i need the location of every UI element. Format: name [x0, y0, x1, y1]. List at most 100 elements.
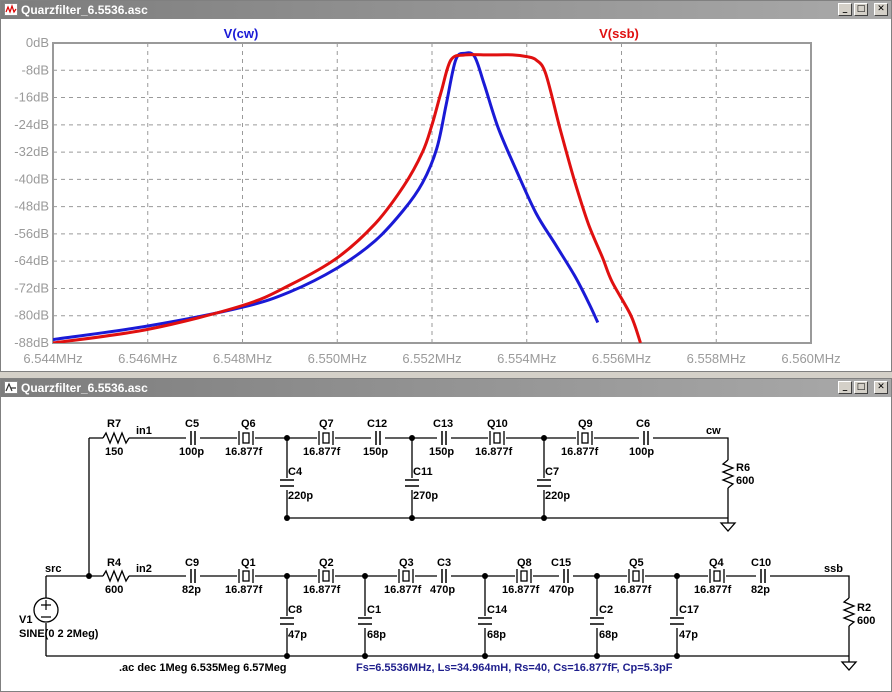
x-tick-label: 6.556MHz — [592, 351, 651, 366]
bode-plot[interactable]: 0dB -8dB -16dB -24dB -32dB -40dB -48dB -56dB -64… — [1, 20, 891, 372]
y-tick-label: -32dB — [14, 144, 49, 159]
close-button[interactable]: ✕ — [874, 381, 888, 394]
ref-c10[interactable]: C10 — [751, 557, 771, 569]
y-tick-label: -80dB — [14, 308, 49, 323]
legend-ssb[interactable]: V(ssb) — [599, 26, 639, 41]
val-r4[interactable]: 600 — [105, 584, 123, 596]
schematic-titlebar[interactable]: Quarzfilter_6.5536.asc _ □ ✕ — [1, 379, 891, 397]
ref-q8[interactable]: Q8 — [517, 557, 532, 569]
val-q3[interactable]: 16.877f — [384, 584, 422, 596]
ref-c1[interactable]: C1 — [367, 604, 381, 616]
val-c8[interactable]: 47p — [288, 629, 307, 641]
val-c2[interactable]: 68p — [599, 629, 618, 641]
schematic-app-icon — [4, 381, 18, 394]
y-axis: 0dB -8dB -16dB -24dB -32dB -40dB -48dB -56dB -64… — [14, 35, 49, 350]
val-c5[interactable]: 100p — [179, 446, 204, 458]
ref-q2[interactable]: Q2 — [319, 557, 334, 569]
crystal-parameters-comment[interactable]: Fs=6.5536MHz, Ls=34.964mH, Rs=40, Cs=16.… — [356, 662, 673, 674]
val-v1[interactable]: SINE(0 2 2Meg) — [19, 628, 99, 640]
y-tick-label: -40dB — [14, 171, 49, 186]
ref-c5[interactable]: C5 — [185, 418, 199, 430]
close-button[interactable]: ✕ — [874, 3, 888, 16]
y-tick-label: 0dB — [26, 35, 49, 50]
ref-r7[interactable]: R7 — [107, 418, 121, 430]
ref-q4[interactable]: Q4 — [709, 557, 725, 569]
val-q5[interactable]: 16.877f — [614, 584, 652, 596]
x-axis: 6.544MHz 6.546MHz 6.548MHz 6.550MHz 6.552MHz… — [23, 351, 840, 366]
junction-dots — [86, 435, 680, 659]
ref-c3[interactable]: C3 — [437, 557, 451, 569]
plot-titlebar[interactable]: Quarzfilter_6.5536.asc _ □ ✕ — [1, 1, 891, 19]
ref-c13[interactable]: C13 — [433, 418, 453, 430]
ref-c11[interactable]: C11 — [413, 466, 433, 478]
ref-c9[interactable]: C9 — [185, 557, 199, 569]
val-c17[interactable]: 47p — [679, 629, 698, 641]
val-c14[interactable]: 68p — [487, 629, 506, 641]
ref-q7[interactable]: Q7 — [319, 418, 334, 430]
ref-q10[interactable]: Q10 — [487, 418, 508, 430]
y-tick-label: -24dB — [14, 117, 49, 132]
val-c1[interactable]: 68p — [367, 629, 386, 641]
schematic-canvas[interactable]: in1 cw src in2 ssb R7 150 C5 100p Q6 16.… — [1, 398, 891, 692]
val-c10[interactable]: 82p — [751, 584, 770, 596]
val-c6[interactable]: 100p — [629, 446, 654, 458]
val-q10[interactable]: 16.877f — [475, 446, 513, 458]
plot-grid — [53, 43, 811, 343]
minimize-button[interactable]: _ — [838, 3, 852, 16]
ref-c12[interactable]: C12 — [367, 418, 387, 430]
ref-c15[interactable]: C15 — [551, 557, 571, 569]
val-c4[interactable]: 220p — [288, 490, 313, 502]
maximize-button[interactable]: □ — [854, 381, 868, 394]
ref-r4[interactable]: R4 — [107, 557, 122, 569]
val-q2[interactable]: 16.877f — [303, 584, 341, 596]
x-tick-label: 6.554MHz — [497, 351, 556, 366]
val-r6[interactable]: 600 — [736, 475, 754, 487]
val-c15[interactable]: 470p — [549, 584, 574, 596]
ref-c4[interactable]: C4 — [288, 466, 303, 478]
val-c12[interactable]: 150p — [363, 446, 388, 458]
schematic-window-title: Quarzfilter_6.5536.asc — [21, 381, 148, 395]
plot-window: Quarzfilter_6.5536.asc _ □ ✕ 0dB -8dB -16d… — [0, 0, 892, 372]
x-tick-label: 6.548MHz — [213, 351, 272, 366]
net-label-cw: cw — [706, 425, 721, 437]
ref-c2[interactable]: C2 — [599, 604, 613, 616]
ref-q1[interactable]: Q1 — [241, 557, 256, 569]
series-line-ssb — [53, 53, 642, 343]
ref-c17[interactable]: C17 — [679, 604, 699, 616]
crystal-symbols — [238, 431, 725, 583]
legend-cw[interactable]: V(cw) — [224, 26, 259, 41]
minimize-button[interactable]: _ — [838, 381, 852, 394]
ref-r2[interactable]: R2 — [857, 602, 871, 614]
ref-r6[interactable]: R6 — [736, 462, 750, 474]
val-q4[interactable]: 16.877f — [694, 584, 732, 596]
ref-q5[interactable]: Q5 — [629, 557, 644, 569]
spice-directive[interactable]: .ac dec 1Meg 6.535Meg 6.57Meg — [119, 662, 287, 674]
ground-symbols — [719, 522, 858, 671]
val-q7[interactable]: 16.877f — [303, 446, 341, 458]
ref-q9[interactable]: Q9 — [578, 418, 593, 430]
net-label-ssb: ssb — [824, 563, 843, 575]
x-tick-label: 6.550MHz — [308, 351, 367, 366]
val-c11[interactable]: 270p — [413, 490, 438, 502]
y-tick-label: -64dB — [14, 253, 49, 268]
val-c3[interactable]: 470p — [430, 584, 455, 596]
voltage-source-symbol — [33, 597, 59, 623]
ref-c14[interactable]: C14 — [487, 604, 508, 616]
maximize-button[interactable]: □ — [854, 3, 868, 16]
y-tick-label: -88dB — [14, 335, 49, 350]
val-c9[interactable]: 82p — [182, 584, 201, 596]
val-q1[interactable]: 16.877f — [225, 584, 263, 596]
val-c13[interactable]: 150p — [429, 446, 454, 458]
val-r2[interactable]: 600 — [857, 615, 875, 627]
ref-c8[interactable]: C8 — [288, 604, 302, 616]
val-q9[interactable]: 16.877f — [561, 446, 599, 458]
ref-v1[interactable]: V1 — [19, 614, 32, 626]
ref-q6[interactable]: Q6 — [241, 418, 256, 430]
val-q6[interactable]: 16.877f — [225, 446, 263, 458]
ref-c6[interactable]: C6 — [636, 418, 650, 430]
val-q8[interactable]: 16.877f — [502, 584, 540, 596]
ref-q3[interactable]: Q3 — [399, 557, 414, 569]
ref-c7[interactable]: C7 — [545, 466, 559, 478]
val-r7[interactable]: 150 — [105, 446, 123, 458]
val-c7[interactable]: 220p — [545, 490, 570, 502]
